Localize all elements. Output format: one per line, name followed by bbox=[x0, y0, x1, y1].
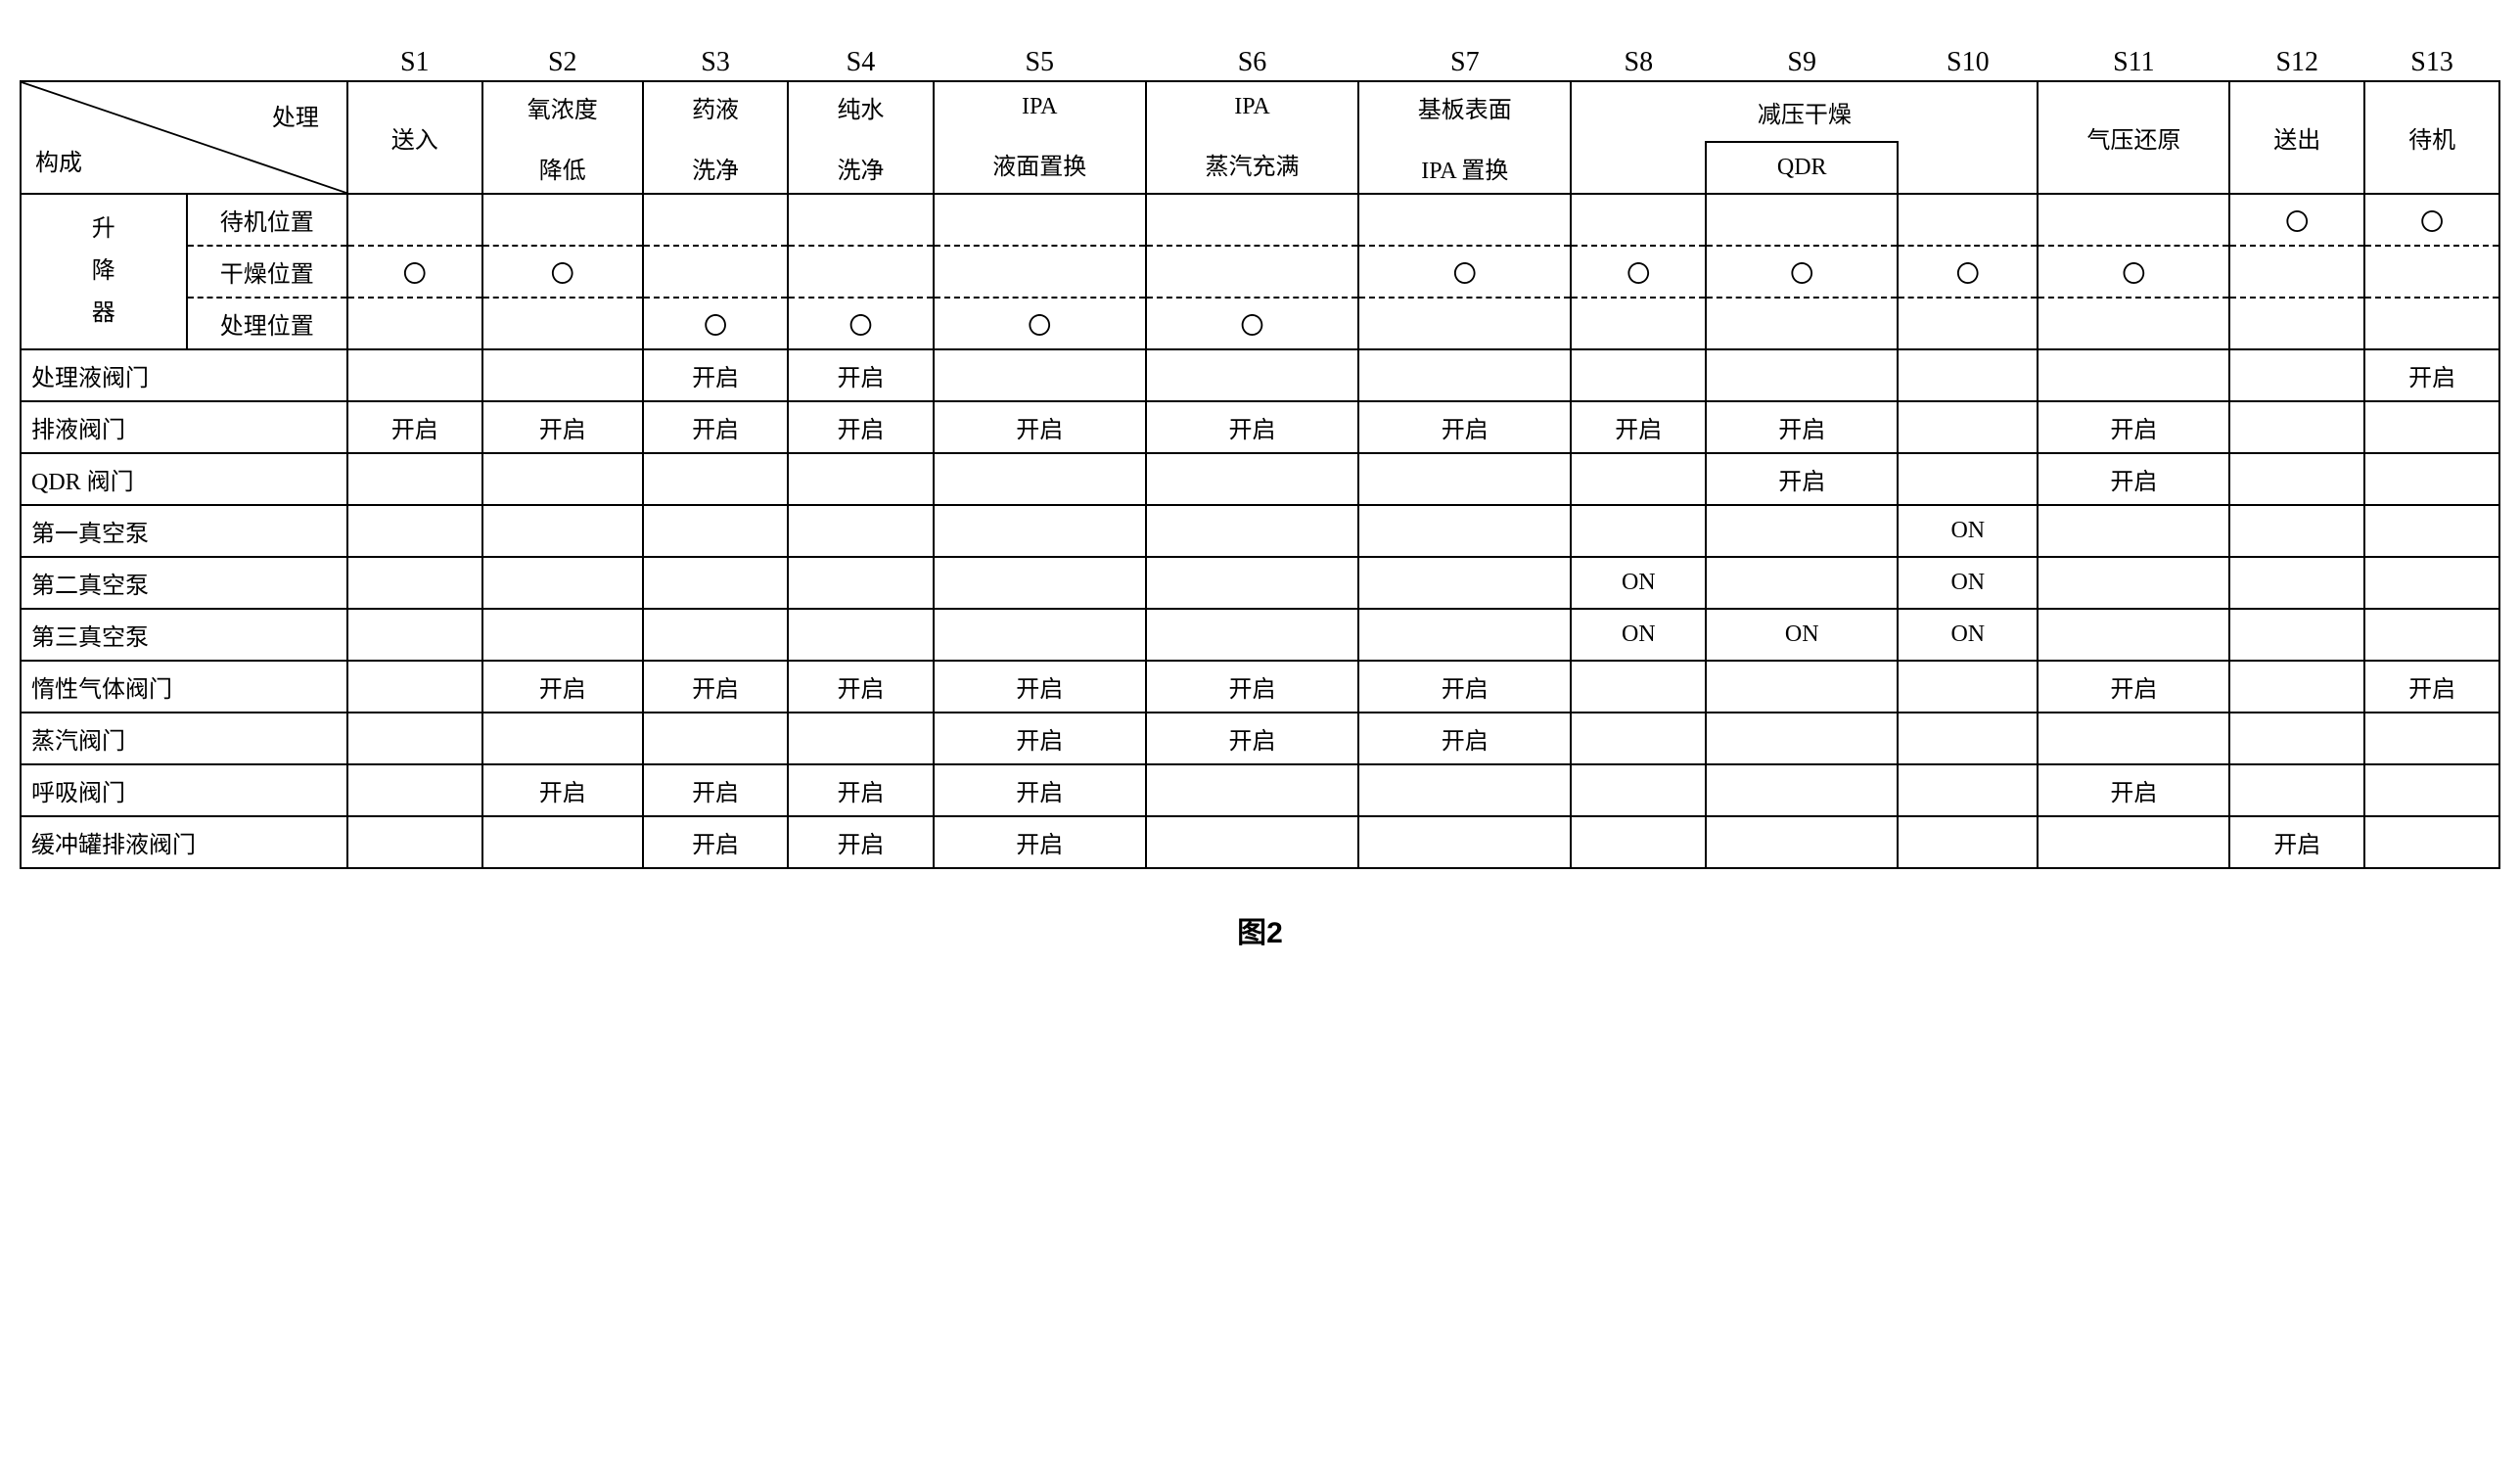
row-label: 处理液阀门 bbox=[21, 349, 347, 401]
col-header: 纯水洗净 bbox=[788, 81, 933, 194]
row-sublabel: 处理位置 bbox=[187, 298, 347, 349]
table-row: 排液阀门开启开启开启开启开启开启开启开启开启开启 bbox=[21, 401, 2499, 453]
table-row: QDR 阀门开启开启 bbox=[21, 453, 2499, 505]
col-subheader: QDR bbox=[1706, 142, 1898, 194]
row-sublabel: 待机位置 bbox=[187, 194, 347, 246]
table-row: 蒸汽阀门开启开启开启 bbox=[21, 713, 2499, 764]
col-header: IPA液面置换 bbox=[934, 81, 1146, 194]
table-row: 第二真空泵ONON bbox=[21, 557, 2499, 609]
header-row-top: 处理 构成 送入 氧浓度降低 药液洗净 纯水洗净 IPA液面置换 IPA蒸汽充满… bbox=[21, 81, 2499, 142]
col-header: 送入 bbox=[347, 81, 482, 194]
col-header: 药液洗净 bbox=[643, 81, 788, 194]
column-codes-row: S1 S2 S3 S4 S5 S6 S7 S8 S9 S10 S11 S12 S… bbox=[21, 39, 2499, 81]
table-row: 处理位置 〇〇〇〇 bbox=[21, 298, 2499, 349]
row-label: 呼吸阀门 bbox=[21, 764, 347, 816]
row-label: 排液阀门 bbox=[21, 401, 347, 453]
corner-bottom-label: 构成 bbox=[35, 143, 82, 177]
row-label: 缓冲罐排液阀门 bbox=[21, 816, 347, 868]
row-sublabel: 干燥位置 bbox=[187, 246, 347, 298]
col-code: S4 bbox=[788, 39, 933, 81]
col-code: S2 bbox=[482, 39, 643, 81]
col-header: 送出 bbox=[2229, 81, 2364, 194]
figure-caption: 图2 bbox=[20, 908, 2500, 951]
col-code: S8 bbox=[1571, 39, 1706, 81]
table-row: 处理液阀门开启开启开启 bbox=[21, 349, 2499, 401]
corner-top-label: 处理 bbox=[272, 98, 319, 132]
col-code: S3 bbox=[643, 39, 788, 81]
col-code: S9 bbox=[1706, 39, 1898, 81]
table-row: 缓冲罐排液阀门开启开启开启开启 bbox=[21, 816, 2499, 868]
col-code: S6 bbox=[1146, 39, 1358, 81]
col-code: S13 bbox=[2364, 39, 2499, 81]
col-header: 气压还原 bbox=[2038, 81, 2229, 194]
row-group-label: 升 降 器 bbox=[21, 194, 187, 349]
col-header-group: 减压干燥 bbox=[1571, 81, 2038, 142]
row-label: 蒸汽阀门 bbox=[21, 713, 347, 764]
row-label: QDR 阀门 bbox=[21, 453, 347, 505]
col-code: S10 bbox=[1898, 39, 2038, 81]
process-state-table: S1 S2 S3 S4 S5 S6 S7 S8 S9 S10 S11 S12 S… bbox=[20, 39, 2500, 869]
corner-cell: 处理 构成 bbox=[21, 81, 347, 194]
row-label: 第二真空泵 bbox=[21, 557, 347, 609]
table-row: 惰性气体阀门开启开启开启开启开启开启开启开启 bbox=[21, 661, 2499, 713]
col-header: 氧浓度降低 bbox=[482, 81, 643, 194]
col-code: S11 bbox=[2038, 39, 2229, 81]
row-label: 第一真空泵 bbox=[21, 505, 347, 557]
col-code: S12 bbox=[2229, 39, 2364, 81]
col-header: IPA蒸汽充满 bbox=[1146, 81, 1358, 194]
table-row: 第一真空泵ON bbox=[21, 505, 2499, 557]
row-label: 惰性气体阀门 bbox=[21, 661, 347, 713]
table-row: 干燥位置 〇〇〇〇〇〇〇 bbox=[21, 246, 2499, 298]
col-header: 基板表面IPA 置换 bbox=[1358, 81, 1571, 194]
col-code: S5 bbox=[934, 39, 1146, 81]
table-row: 呼吸阀门开启开启开启开启开启 bbox=[21, 764, 2499, 816]
col-code: S7 bbox=[1358, 39, 1571, 81]
table-row: 升 降 器 待机位置 〇〇 bbox=[21, 194, 2499, 246]
row-label: 第三真空泵 bbox=[21, 609, 347, 661]
col-header: 待机 bbox=[2364, 81, 2499, 194]
table-row: 第三真空泵ONONON bbox=[21, 609, 2499, 661]
col-code: S1 bbox=[347, 39, 482, 81]
